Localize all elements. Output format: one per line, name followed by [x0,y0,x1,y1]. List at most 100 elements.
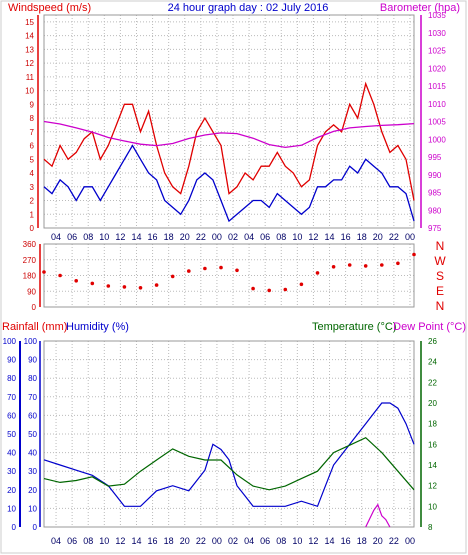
panel2-direction-point [380,263,384,267]
panel3-x-tick-label: 16 [148,536,158,546]
panel2-direction-point [203,266,207,271]
panel1-right-tick-label: 975 [428,224,442,233]
panel1-right-tick-label: 1005 [428,118,446,127]
panel1-x-tick-label: 12 [115,232,125,242]
panel3-rainfall-tick-label: 100 [3,337,17,346]
panel3-right-tick-label: 26 [428,337,437,346]
panel2-direction-point [331,265,336,269]
panel2-direction-point [58,273,62,278]
panel2-left-tick-label: 90 [27,287,36,296]
panel3-x-tick-label: 18 [164,536,174,546]
panel3-humidity-tick-label: 50 [28,430,37,439]
panel3-rainfall-tick-label: 80 [7,374,16,383]
panel3-x-tick-label: 16 [341,536,351,546]
panel2-left-tick-label: 180 [23,272,37,281]
panel1-left-tick-label: 13 [25,45,34,54]
panel3-x-tick-label: 08 [83,536,93,546]
panel3-humidity-tick-label: 100 [24,337,38,346]
panel3-humidity-tick-label: 20 [28,486,37,495]
panel3-series-humidity [43,436,415,491]
panel2-direction-point [154,283,159,287]
panel2-plot-area [43,243,415,308]
panel3-plot-area [43,340,415,528]
panel3-x-tick-label: 10 [99,536,109,546]
panel2-left-tick-label: 360 [23,240,37,249]
panel1-x-tick-label: 10 [99,232,109,242]
panel1-right-tick-label: 1020 [428,64,446,73]
panel1-left-tick-label: 4 [30,169,35,178]
humidity-axis-title: Humidity (%) [66,321,129,333]
panel2-compass-label: S [436,269,444,283]
panel3-rainfall-tick-label: 20 [7,486,16,495]
panel1-left-tick-label: 2 [30,197,35,206]
panel2-direction-point [90,281,95,286]
panel3-right-tick-label: 14 [428,461,437,470]
panel3-humidity-tick-label: 30 [28,467,37,476]
panel1-plot-area [43,14,415,229]
panel3-right-tick-label: 8 [428,523,433,532]
panel1-left-tick-label: 8 [30,114,35,123]
panel1-right-tick-label: 1025 [428,47,446,56]
panel1-x-tick-label: 02 [228,232,238,242]
panel3-rainfall-tick-label: 50 [7,430,16,439]
panel1-x-tick-label: 06 [67,232,77,242]
panel3-series-rainfall [365,503,391,528]
windspeed-axis-title: Windspeed (m/s) [8,2,91,14]
panel2-compass-label: E [436,284,444,298]
panel1-left-tick-label: 5 [30,155,35,164]
panel1-right-tick-label: 990 [428,171,442,180]
panel1-x-tick-label: 00 [405,232,415,242]
panel3-x-tick-label: 00 [405,536,415,546]
panel1-x-tick-label: 00 [212,232,222,242]
panel1-left-tick-label: 10 [25,87,34,96]
panel1-right-tick-label: 985 [428,189,442,198]
panel1-x-tick-label: 14 [325,232,335,242]
panel1-x-tick-label: 22 [196,232,206,242]
panel2-direction-point [219,265,223,270]
panel3-humidity-tick-label: 10 [28,504,37,513]
panel2-direction-point [396,261,400,266]
panel1-series-average [43,144,415,223]
panel3-right-tick-label: 12 [428,482,437,491]
panel2-direction-point [315,271,320,275]
panel3-x-tick-label: 04 [51,536,61,546]
panel1-right-tick-label: 1035 [428,11,446,20]
panel3-rainfall-tick-label: 0 [12,523,17,532]
panel1-x-tick-label: 10 [292,232,302,242]
panel2-direction-point [74,279,78,283]
panel1-left-tick-label: 7 [30,128,35,137]
panel3-humidity-tick-label: 0 [33,523,38,532]
panel3-humidity-tick-label: 80 [28,374,37,383]
panel3-right-tick-label: 10 [428,502,437,511]
panel3-x-tick-label: 06 [260,536,270,546]
panel1-x-tick-label: 16 [148,232,158,242]
panel1-right-tick-label: 995 [428,153,442,162]
panel3-x-tick-label: 10 [292,536,302,546]
panel3-rainfall-tick-label: 90 [7,356,16,365]
panel1-right-tick-label: 980 [428,206,442,215]
panel1-right-tick-label: 1015 [428,82,446,91]
panel2-direction-point [299,282,304,287]
panel1-series-gust [43,81,415,201]
panel2-direction-point [267,288,272,293]
panel2-direction-point [138,286,143,290]
panel3-rainfall-tick-label: 60 [7,411,16,420]
panel2-direction-point [106,284,111,288]
panel2-direction-point [412,252,416,257]
panel3-humidity-tick-label: 40 [28,449,37,458]
panel3-rainfall-tick-label: 10 [7,504,16,513]
panel1-left-tick-label: 11 [26,73,35,82]
panel3-x-tick-label: 12 [308,536,318,546]
panel2-direction-point [235,268,239,273]
panel1-series [43,81,415,223]
panel3-series [43,402,415,528]
panel1-left-tick-label: 9 [30,100,35,109]
chart-title: 24 hour graph day : 02 July 2016 [168,2,329,14]
panel1-left-tick-label: 3 [30,183,35,192]
panel1-x-tick-label: 08 [276,232,286,242]
panel2-compass-label: N [436,299,445,313]
panel1-left-tick-label: 15 [25,18,34,27]
panel3-x-tick-label: 14 [131,536,141,546]
